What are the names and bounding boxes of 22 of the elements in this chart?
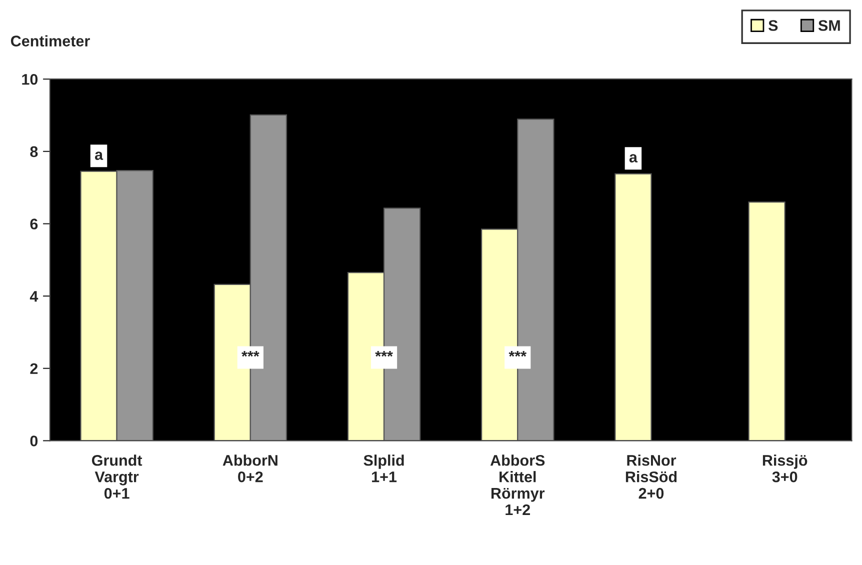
y-tick-label: 10	[22, 74, 38, 85]
y-axis-title: Centimeter	[10, 35, 90, 46]
y-tick-label: 6	[30, 218, 38, 230]
annotation: ***	[375, 350, 393, 357]
y-tick-label: 8	[30, 146, 38, 158]
legend-label: S	[768, 20, 778, 31]
bar	[614, 173, 652, 441]
x-tick-label: Rissjö 3+0	[762, 454, 808, 482]
x-tick-label: AbborS Kittel Rörmyr 1+2	[490, 454, 545, 516]
annotation: ***	[508, 350, 527, 357]
x-tick-label: RisNor RisSöd 2+0	[626, 454, 677, 499]
legend-label: SM	[818, 20, 840, 31]
annotation: a	[94, 152, 104, 160]
y-tick-label: 2	[30, 363, 38, 374]
x-tick-label: AbborN 0+2	[222, 454, 278, 482]
bar	[748, 201, 786, 441]
annotation: a	[629, 154, 638, 162]
x-tick-label: Grundt Vargtr 0+1	[92, 454, 142, 499]
y-tick-label: 4	[30, 291, 38, 302]
x-tick-label: Slplid 1+1	[364, 454, 404, 482]
y-tick-label: 0	[30, 436, 38, 446]
annotation: ***	[242, 350, 260, 357]
